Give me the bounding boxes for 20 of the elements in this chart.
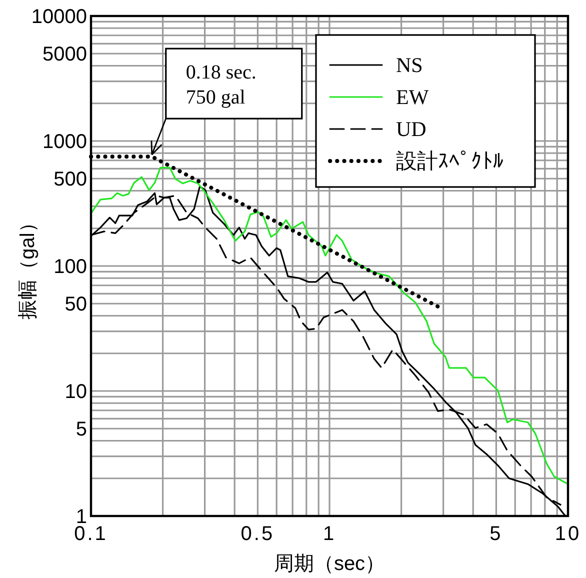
y-tick-label: 100 xyxy=(54,256,87,278)
y-tick-label: 500 xyxy=(54,168,87,191)
x-tick-label: 10 xyxy=(554,523,582,545)
y-tick-label: 5000 xyxy=(42,44,87,66)
y-tick-label: 5 xyxy=(76,418,87,441)
x-tick-label: 5 xyxy=(490,523,503,545)
legend-label: UD xyxy=(396,117,426,141)
y-tick-label: 50 xyxy=(64,294,87,316)
x-tick-label: 1 xyxy=(322,523,336,545)
x-axis-title: 周期（sec） xyxy=(274,553,386,575)
x-tick-label: 0.5 xyxy=(240,523,275,545)
x-tick-label: 0.1 xyxy=(74,523,108,545)
y-axis-title: 振幅（gal） xyxy=(17,212,39,320)
legend-label: EW xyxy=(396,85,429,109)
y-tick-label: 10000 xyxy=(31,6,87,28)
annotation: 0.18 sec. 750 gal xyxy=(186,62,256,109)
y-tick-label: 1000 xyxy=(42,131,87,153)
legend-label: 設計ｽﾍﾟｸﾄﾙ xyxy=(396,149,504,173)
legend-label: NS xyxy=(396,53,423,77)
y-tick-label: 10 xyxy=(64,381,87,403)
